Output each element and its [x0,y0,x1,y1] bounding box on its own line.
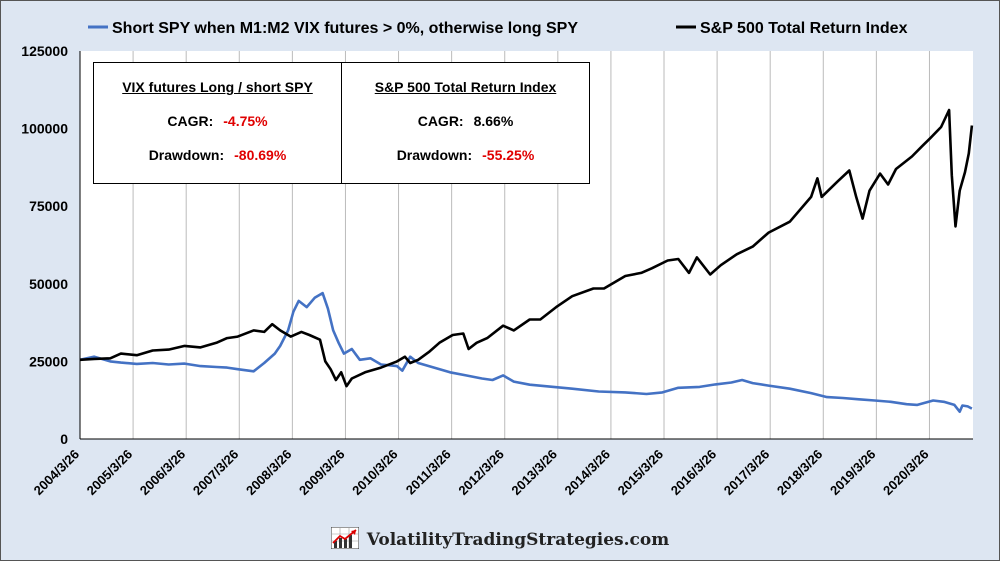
legend-label-sp500: S&P 500 Total Return Index [700,20,908,37]
x-tick-label: 2017/3/26 [721,447,773,499]
cagr-value: 8.66% [473,113,514,129]
x-tick-label: 2004/3/26 [31,447,83,499]
legend-label-strategy: Short SPY when M1:M2 VIX futures > 0%, o… [112,20,578,37]
chart-logo-icon [330,527,359,549]
x-tick-label: 2014/3/26 [562,447,614,499]
y-tick-label: 50000 [29,276,68,292]
x-tick-label: 2009/3/26 [296,447,348,499]
y-tick-label: 100000 [21,121,68,137]
x-tick-label: 2016/3/26 [668,447,720,499]
x-tick-label: 2013/3/26 [508,447,560,499]
series-line-strategy [79,291,973,413]
y-tick-label: 75000 [29,198,68,214]
x-axis-ticks: 2004/3/26 2005/3/26 2006/3/26 2007/3/26 2008… [31,447,932,499]
legend: Short SPY when M1:M2 VIX futures > 0%, o… [88,20,908,37]
x-tick-label: 2006/3/26 [137,447,189,499]
stats-strategy-heading: VIX futures Long / short SPY [122,79,313,95]
x-tick-label: 2012/3/26 [455,447,507,499]
x-tick-label: 2010/3/26 [349,447,401,499]
x-tick-label: 2011/3/26 [403,447,454,498]
stats-strategy-drawdown: Drawdown: -80.69% [149,147,287,163]
stats-strategy-cagr: CAGR: -4.75% [167,113,267,129]
series-line-sp500 [79,108,974,388]
y-tick-label: 25000 [29,353,68,369]
drawdown-label: Drawdown: [148,147,225,163]
cagr-value: -4.75% [223,113,268,129]
x-tick-label: 2018/3/26 [774,447,826,499]
x-tick-label: 2015/3/26 [615,447,667,499]
y-tick-label: 125000 [21,43,68,59]
stats-table: VIX futures Long / short SPY CAGR: -4.75%… [93,62,590,184]
watermark-text: VolatilityTradingStrategies.com [366,530,670,550]
stats-strategy-column: VIX futures Long / short SPY CAGR: -4.75%… [94,63,341,183]
cagr-label: CAGR: [167,113,214,129]
cagr-label: CAGR: [417,113,464,129]
x-tick-label: 2019/3/26 [827,447,879,499]
watermark: VolatilityTradingStrategies.com [0,527,1000,550]
x-tick-label: 2008/3/26 [243,447,295,499]
stats-sp500-drawdown: Drawdown: -55.25% [397,147,535,163]
x-tick-label: 2007/3/26 [190,447,242,499]
x-tick-label: 2005/3/26 [84,447,136,499]
drawdown-value: -55.25% [482,147,535,163]
series-layer [79,108,974,413]
y-axis-ticks: 0 25000 50000 75000 100000 125000 [21,43,68,447]
stats-sp500-heading: S&P 500 Total Return Index [374,79,557,95]
x-tick-label: 2020/3/26 [880,447,932,499]
y-tick-label: 0 [60,431,68,447]
drawdown-label: Drawdown: [396,147,473,163]
stats-sp500-column: S&P 500 Total Return Index CAGR: 8.66% Dr… [341,63,589,183]
drawdown-value: -80.69% [234,147,287,163]
stats-sp500-cagr: CAGR: 8.66% [418,113,514,129]
